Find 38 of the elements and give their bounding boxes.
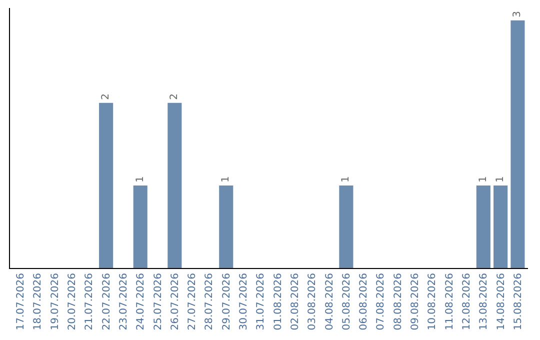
data-label: 1 — [220, 176, 232, 182]
x-tick-label: 30.07.2026 — [238, 273, 250, 330]
x-tick-label: 25.07.2026 — [152, 273, 164, 330]
x-tick-label: 14.08.2026 — [496, 273, 507, 330]
data-label: 2 — [100, 94, 112, 100]
x-tick-label: 27.07.2026 — [187, 273, 198, 330]
x-tick-label: 24.07.2026 — [136, 273, 147, 330]
x-tick-label: 17.07.2026 — [16, 273, 27, 330]
data-label: 1 — [478, 176, 489, 182]
x-tick-label: 29.07.2026 — [221, 273, 232, 330]
x-tick-label: 08.08.2026 — [392, 273, 404, 330]
x-tick-label: 12.08.2026 — [462, 273, 472, 330]
x-tick-label: 06.08.2026 — [358, 273, 370, 330]
data-label: 1 — [340, 176, 352, 182]
x-tick-label: 07.08.2026 — [376, 273, 387, 330]
x-tick-label: 18.07.2026 — [32, 273, 44, 330]
x-tick-label: 09.08.2026 — [410, 273, 422, 330]
data-label: 2 — [169, 94, 180, 100]
x-tick-label: 22.07.2026 — [101, 273, 112, 330]
data-label: 1 — [495, 176, 506, 182]
x-tick-label: 11.08.2026 — [444, 273, 456, 330]
x-tick-label: 05.08.2026 — [341, 273, 352, 330]
x-tick-label: 02.08.2026 — [290, 273, 301, 330]
x-tick-label: 15.08.2026 — [512, 273, 524, 330]
x-tick-label: 28.07.2026 — [204, 273, 216, 330]
x-tick-label: 03.08.2026 — [307, 273, 318, 330]
data-label: 3 — [512, 11, 524, 18]
data-label: 1 — [134, 176, 146, 182]
x-tick-label: 23.07.2026 — [118, 273, 130, 330]
x-tick-label: 31.07.2026 — [256, 273, 267, 330]
x-tick-label: 10.08.2026 — [427, 273, 438, 330]
x-tick-label: 01.08.2026 — [272, 273, 284, 330]
x-tick-label: 21.07.2026 — [84, 273, 96, 330]
x-tick-label: 13.08.2026 — [478, 273, 490, 330]
x-tick-label: 20.07.2026 — [67, 273, 78, 330]
x-tick-label: 19.07.2026 — [50, 273, 61, 330]
x-tick-label: 26.07.2026 — [170, 273, 181, 330]
x-tick-label: 04.08.2026 — [324, 273, 336, 330]
